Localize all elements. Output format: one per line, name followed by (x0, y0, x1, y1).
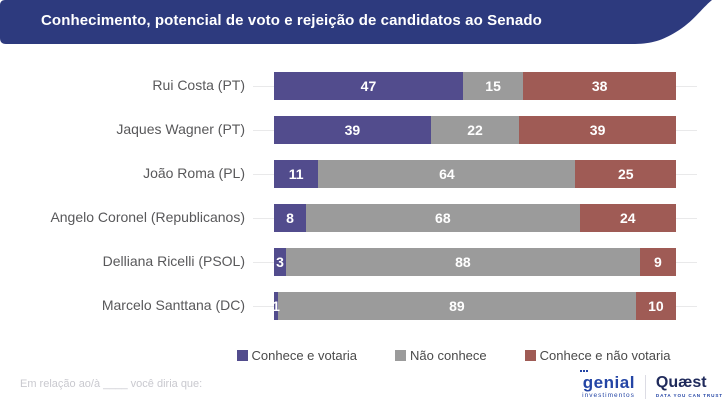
quaest-logo-text: Quæst (655, 374, 707, 391)
quaest-logo: Quæst DATA YOU CAN TRUST (646, 374, 723, 399)
stacked-bar: 47 15 38 (274, 72, 676, 100)
bar-track: 3 88 9 (253, 248, 697, 276)
bar-track: 47 15 38 (253, 72, 697, 100)
bar-segment-conhece-e-votaria: 8 (274, 204, 307, 232)
quaest-logo-tagline: DATA YOU CAN TRUST (655, 393, 723, 398)
legend-item-conhece-e-votaria: Conhece e votaria (236, 348, 358, 363)
legend-swatch-icon (236, 350, 248, 361)
bar-segment-conhece-e-votaria: 3 (274, 248, 287, 276)
bar-track: 39 22 39 (253, 116, 697, 144)
legend-swatch-icon (395, 350, 407, 361)
bar-segment-conhece-e-votaria: 1 (272, 292, 280, 320)
bar-segment-n-o-conhece: 68 (306, 204, 580, 232)
stacked-bar: 11 64 25 (274, 160, 676, 188)
value-label: 25 (617, 166, 634, 182)
value-label: 89 (449, 298, 465, 314)
value-label: 11 (288, 166, 304, 182)
value-label: 1 (272, 298, 280, 314)
value-label: 38 (591, 78, 608, 94)
bar-segment-conhece-e-votaria: 11 (274, 160, 319, 188)
legend-swatch-icon (524, 350, 536, 361)
category-label: Angelo Coronel (Republicanos) (50, 209, 245, 226)
category-label: Marcelo Santtana (DC) (101, 297, 245, 314)
value-label: 3 (276, 254, 284, 270)
value-label: 39 (589, 122, 606, 138)
value-label: 39 (344, 122, 361, 138)
chart-row-jaques-wagner-pt: Jaques Wagner (PT) 39 22 39 (0, 108, 727, 152)
bar-segment-conhece-e-n-o-votaria: 10 (635, 292, 676, 320)
category-label: Rui Costa (PT) (152, 77, 245, 94)
chart-row-rui-costa-pt: Rui Costa (PT) 47 15 38 (0, 64, 727, 108)
value-label: 9 (653, 254, 662, 270)
legend-label: Conhece e votaria (251, 348, 358, 363)
genial-pixel-icon (580, 370, 589, 372)
stacked-bar: 8 68 24 (274, 204, 676, 232)
bar-segment-n-o-conhece: 22 (430, 116, 520, 144)
bar-segment-n-o-conhece: 89 (278, 292, 636, 320)
chart-row-marcelo-santtana-dc: Marcelo Santtana (DC) 1 89 10 (0, 284, 727, 328)
stacked-bar: 39 22 39 (274, 116, 676, 144)
banner-swoosh-shape (0, 0, 712, 44)
logo-divider (644, 374, 646, 399)
genial-logo-sub: investimentos (582, 392, 635, 399)
genial-logo-text: genial (582, 373, 635, 392)
bar-segment-conhece-e-n-o-votaria: 25 (575, 160, 676, 188)
value-label: 47 (360, 78, 377, 94)
legend-label: Conhece e não votaria (539, 348, 671, 363)
value-label: 8 (286, 210, 294, 226)
bar-track: 11 64 25 (253, 160, 697, 188)
stacked-bar: 3 88 9 (274, 248, 676, 276)
category-label: João Roma (PL) (143, 165, 245, 182)
chart-rows: Rui Costa (PT) 47 15 38 Jaques Wagner (PT) 39… (0, 64, 727, 328)
legend-item-n-o-conhece: Não conhece (395, 348, 487, 363)
stacked-bar-chart: Rui Costa (PT) 47 15 38 Jaques Wagner (PT) 39… (0, 64, 727, 328)
page-title: Conhecimento, potencial de voto e rejeiç… (41, 12, 542, 29)
bar-segment-n-o-conhece: 15 (462, 72, 524, 100)
genial-logo: genial investimentos (580, 370, 645, 399)
bar-segment-n-o-conhece: 64 (318, 160, 576, 188)
header-banner: Conhecimento, potencial de voto e rejeiç… (0, 0, 727, 46)
legend-item-conhece-e-n-o-votaria: Conhece e não votaria (524, 348, 671, 363)
value-label: 68 (435, 210, 451, 226)
bar-track: 1 89 10 (253, 292, 697, 320)
stacked-bar: 1 89 10 (272, 292, 676, 320)
chart-row-delliana-ricelli-psol: Delliana Ricelli (PSOL) 3 88 9 (0, 240, 727, 284)
value-label: 64 (439, 166, 455, 182)
value-label: 15 (485, 78, 501, 94)
bar-segment-conhece-e-votaria: 47 (274, 72, 463, 100)
bar-segment-n-o-conhece: 88 (286, 248, 640, 276)
brand-logos: genial investimentos Quæst DATA YOU CAN … (580, 370, 723, 399)
bar-track: 8 68 24 (253, 204, 697, 232)
value-label: 22 (467, 122, 483, 138)
bar-segment-conhece-e-n-o-votaria: 24 (579, 204, 676, 232)
chart-row-jo-o-roma-pl: João Roma (PL) 11 64 25 (0, 152, 727, 196)
bar-segment-conhece-e-n-o-votaria: 39 (519, 116, 676, 144)
bar-segment-conhece-e-n-o-votaria: 9 (639, 248, 676, 276)
legend-label: Não conhece (410, 348, 487, 363)
value-label: 10 (648, 298, 664, 314)
category-label: Jaques Wagner (PT) (116, 121, 245, 138)
bar-segment-conhece-e-votaria: 39 (274, 116, 431, 144)
category-label: Delliana Ricelli (PSOL) (102, 253, 245, 270)
bar-segment-conhece-e-n-o-votaria: 38 (523, 72, 676, 100)
value-label: 88 (455, 254, 471, 270)
value-label: 24 (619, 210, 636, 226)
chart-row-angelo-coronel-republicanos: Angelo Coronel (Republicanos) 8 68 24 (0, 196, 727, 240)
question-note: Em relação ao/à ____ você diria que: (20, 378, 203, 390)
chart-legend: Conhece e votaria Não conhece Conhece e nã… (180, 348, 727, 363)
